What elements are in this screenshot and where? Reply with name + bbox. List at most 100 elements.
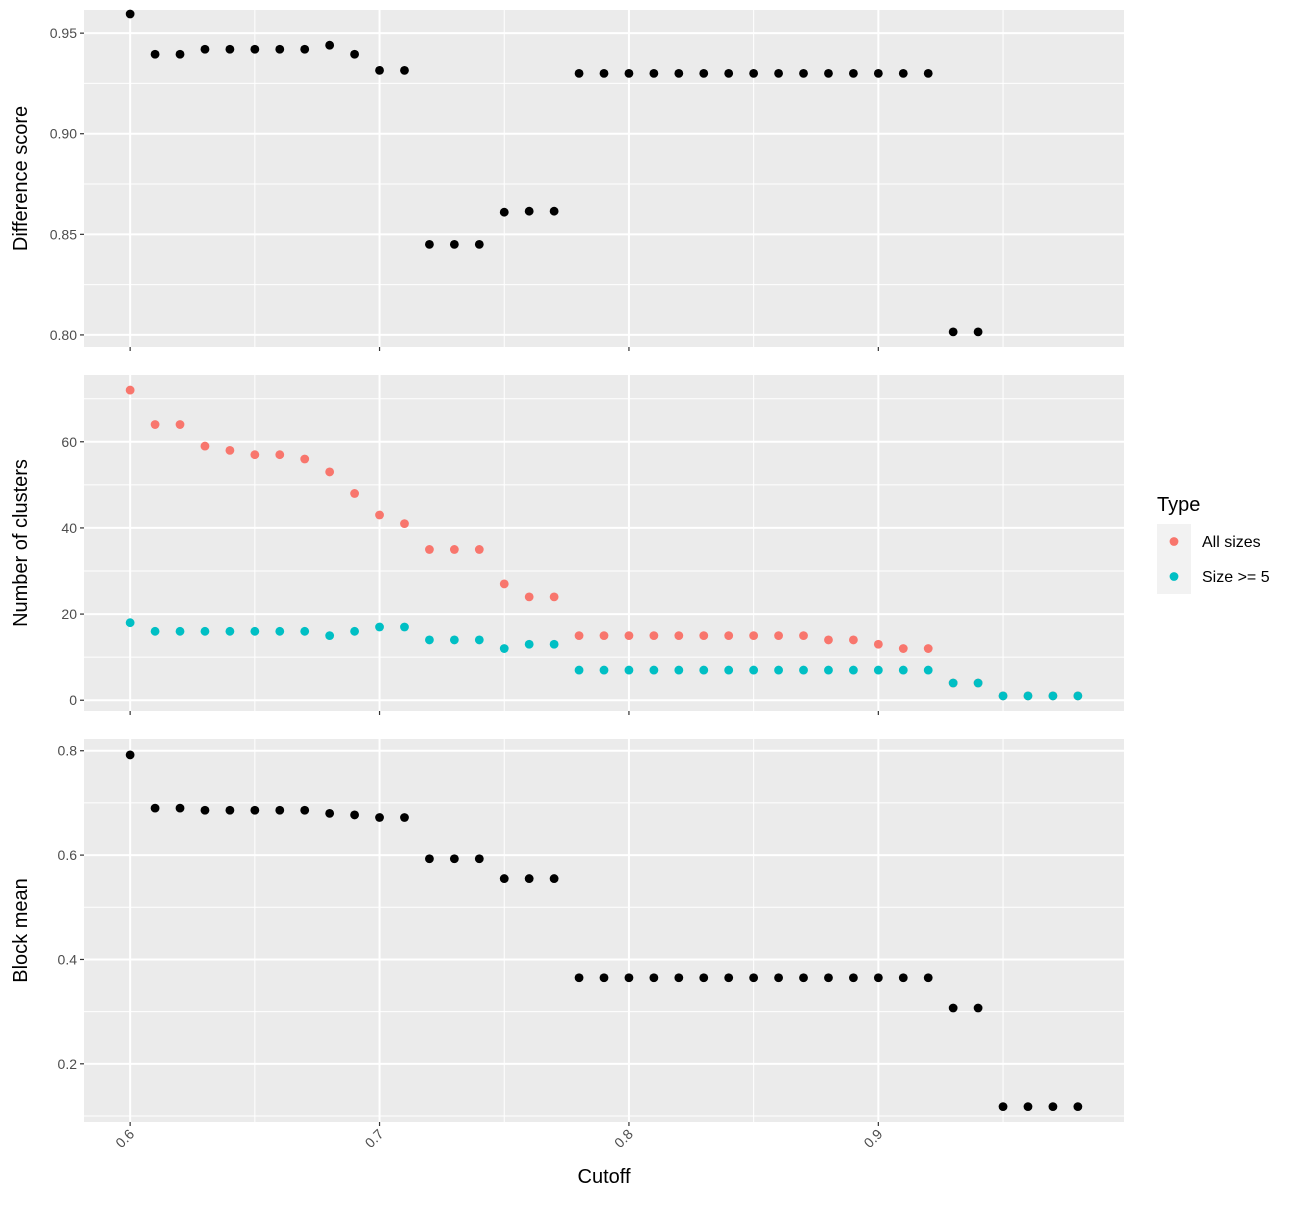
data-point [275, 44, 285, 54]
data-point [474, 545, 484, 554]
data-point [799, 68, 808, 78]
y-tick-label: 0.95 [50, 25, 77, 41]
data-point [250, 805, 260, 815]
legend-label: All sizes [1202, 534, 1261, 551]
data-point [948, 327, 958, 337]
data-point [425, 545, 434, 554]
data-point [824, 973, 833, 983]
data-point [449, 545, 459, 554]
data-point [649, 68, 659, 78]
data-point [300, 805, 310, 815]
data-point [325, 808, 335, 818]
data-point [749, 665, 759, 675]
data-point [275, 450, 285, 460]
data-point [774, 973, 783, 983]
y-tick-label: 0.90 [50, 126, 77, 142]
data-point [375, 813, 384, 822]
data-point [300, 44, 310, 54]
data-point [250, 450, 260, 460]
data-point [923, 973, 933, 983]
data-point [175, 420, 185, 429]
data-point [524, 639, 534, 649]
data-point [998, 1102, 1008, 1112]
y-tick-label: 0.6 [58, 847, 78, 863]
x-axis-title: Cutoff [578, 1166, 631, 1188]
data-point [599, 665, 609, 675]
data-point [474, 635, 484, 645]
data-point [350, 489, 359, 498]
y-tick-label: 0.8 [58, 743, 78, 759]
data-point [948, 1003, 958, 1013]
data-point [724, 631, 734, 641]
data-point [250, 44, 260, 54]
panel-difference: 0.80 0.85 0.90 0.95 Difference score [10, 9, 1124, 351]
y-tick-label: 0.4 [58, 951, 78, 967]
data-point [624, 973, 634, 983]
series-block-0 [125, 750, 1083, 1112]
data-point [200, 626, 210, 636]
data-point [873, 639, 883, 649]
data-point [225, 44, 235, 54]
data-point [599, 631, 609, 641]
data-point [275, 626, 285, 636]
data-point [499, 579, 509, 589]
data-point [574, 68, 584, 78]
legend-title: Type [1157, 494, 1200, 516]
data-point [749, 973, 759, 983]
data-point [774, 631, 783, 641]
data-point [400, 65, 409, 75]
data-point [524, 592, 534, 602]
data-point [973, 678, 983, 688]
data-point [898, 644, 908, 653]
data-point [175, 49, 185, 59]
y-tick-label: 60 [61, 434, 77, 450]
data-point [649, 973, 659, 983]
data-point [1023, 1102, 1033, 1112]
data-point [449, 635, 459, 645]
data-point [425, 239, 434, 249]
data-point [923, 644, 933, 653]
data-point [350, 810, 359, 820]
data-point [125, 9, 135, 19]
data-point [898, 973, 908, 983]
data-point [300, 626, 310, 636]
data-point [574, 973, 584, 983]
panel-background [84, 375, 1124, 711]
data-point [824, 665, 833, 675]
series-clusters-1 [125, 618, 1083, 701]
data-point [674, 68, 684, 78]
data-point [200, 44, 210, 54]
x-tick-label: 0.9 [860, 1126, 885, 1151]
data-point [400, 813, 409, 822]
data-point [200, 805, 210, 815]
data-point [923, 68, 933, 78]
panel-background [84, 10, 1124, 347]
data-point [474, 239, 484, 249]
data-point [325, 40, 335, 50]
data-point [624, 665, 634, 675]
data-point [674, 973, 684, 983]
data-point [674, 631, 684, 641]
data-point [574, 631, 584, 641]
panel-block: 0.2 0.4 0.6 0.8 Block mean [10, 739, 1124, 1126]
data-point [749, 68, 759, 78]
data-point [799, 631, 808, 641]
y-tick-label: 0.85 [50, 226, 77, 242]
data-point [624, 68, 634, 78]
data-point [375, 622, 384, 632]
y-axis-title: Number of clusters [10, 459, 32, 627]
panel-clusters: 0 20 40 60 Number of clusters [10, 375, 1124, 715]
y-tick-label: 0.2 [58, 1056, 78, 1072]
data-point [1073, 1102, 1083, 1112]
data-point [724, 68, 734, 78]
legend-label: Size >= 5 [1202, 569, 1270, 586]
data-point [923, 665, 933, 675]
data-point [125, 618, 135, 628]
data-point [150, 626, 160, 636]
y-axis-title: Difference score [10, 106, 32, 251]
data-point [624, 631, 634, 641]
data-point [150, 803, 160, 813]
legend-key-dot [1169, 572, 1179, 581]
data-point [973, 1003, 983, 1013]
